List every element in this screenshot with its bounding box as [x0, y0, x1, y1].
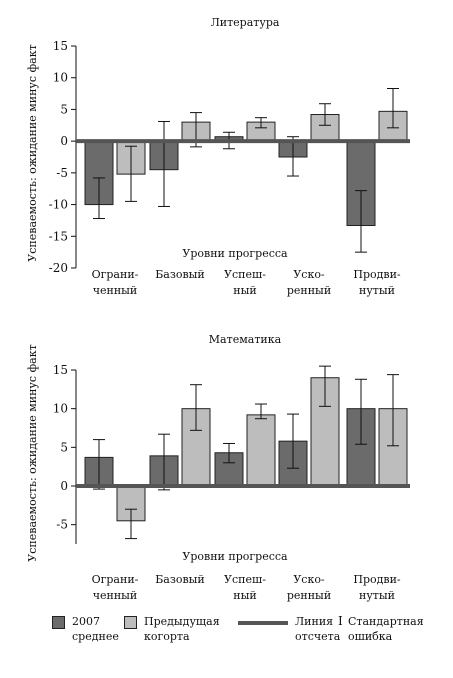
error-bar-2007-4: [287, 136, 299, 177]
category-label-line: Уско-: [293, 268, 325, 281]
category-label-5: Продви-нутый: [353, 573, 401, 602]
chart-2: Математика -5 0 5 10 15 Успеваемость: ожидание…: [26, 333, 410, 602]
category-label-line: Продви-: [353, 268, 401, 281]
category-label-line: нутый: [359, 284, 395, 297]
category-label-line: Базовый: [155, 268, 205, 281]
legend-error-icon: I: [338, 614, 343, 628]
error-bar-2007-3: [223, 442, 235, 464]
y-tick-label: -20: [49, 261, 68, 275]
error-bar-previous-cohort-1: [125, 508, 137, 540]
y-tick-label: 10: [53, 71, 68, 85]
legend-label-previous-cohort: Предыдущая когорта: [144, 615, 220, 643]
error-bar-previous-cohort-2: [190, 384, 202, 431]
category-label-line: нутый: [359, 589, 395, 602]
legend-label-2007: 2007 среднее: [72, 615, 119, 643]
error-bar-2007-4: [287, 413, 299, 469]
category-label-line: ренный: [287, 589, 331, 602]
y-tick-label: -5: [56, 166, 68, 180]
category-label-line: Ограни-: [92, 268, 139, 281]
category-label-1: Ограни-ченный: [92, 573, 139, 602]
legend-swatch-2007: [52, 616, 65, 629]
y-axis-title: Успеваемость: ожидание минус факт: [26, 344, 39, 561]
y-tick-label: -15: [49, 229, 68, 243]
error-bar-2007-1: [93, 439, 105, 490]
category-label-3: Успеш-ный: [224, 573, 266, 602]
category-label-line: Успеш-: [224, 573, 266, 586]
category-label-line: ренный: [287, 284, 331, 297]
y-tick-label: 5: [60, 102, 68, 116]
legend-label-standard-error: Стандартная ошибка: [348, 615, 424, 643]
chart-title: Литература: [211, 16, 280, 29]
error-bar-2007-5: [355, 190, 367, 253]
legend-swatch-previous-cohort: [124, 616, 137, 629]
category-label-line: ченный: [93, 284, 138, 297]
category-label-line: ченный: [93, 589, 138, 602]
error-bar-previous-cohort-3: [255, 403, 267, 420]
category-label-line: Продви-: [353, 573, 401, 586]
y-tick-label: 5: [60, 440, 68, 454]
error-bar-2007-5: [355, 378, 367, 445]
chart-1: Литература -20 -15 -10 -5 0 5 10 15 Успеваемость:…: [26, 16, 410, 297]
chart-title: Математика: [209, 333, 282, 346]
error-bar-2007-2: [158, 433, 170, 491]
category-label-1: Ограни-ченный: [92, 268, 139, 297]
x-axis-title: Уровни прогресса: [182, 550, 288, 563]
y-tick-label: -10: [49, 198, 68, 212]
error-bar-previous-cohort-5: [387, 87, 399, 129]
y-tick-label: 15: [53, 363, 68, 377]
y-tick-label: 15: [53, 39, 68, 53]
legend-baseline-line: [238, 621, 288, 625]
error-bar-previous-cohort-1: [125, 145, 137, 202]
x-axis-title: Уровни прогресса: [182, 247, 288, 260]
category-label-line: ный: [233, 284, 256, 297]
error-bar-previous-cohort-4: [319, 365, 331, 407]
category-label-4: Уско-ренный: [287, 268, 331, 297]
bar-previous-cohort-3: [246, 414, 276, 487]
category-label-3: Успеш-ный: [224, 268, 266, 297]
charts-canvas: Литература -20 -15 -10 -5 0 5 10 15 Успеваемость:…: [26, 16, 410, 602]
y-axis-title: Успеваемость: ожидание минус факт: [26, 44, 39, 261]
legend-label-baseline: Линия отсчета: [295, 615, 341, 643]
legend: 2007 среднее Предыдущая когорта Линия от…: [0, 612, 453, 678]
error-bar-2007-2: [158, 120, 170, 207]
category-label-line: ный: [233, 589, 256, 602]
error-bar-previous-cohort-3: [255, 117, 267, 129]
category-label-line: Базовый: [155, 573, 205, 586]
category-label-5: Продви-нутый: [353, 268, 401, 297]
y-tick-label: 10: [53, 402, 68, 416]
y-tick-label: 0: [60, 134, 68, 148]
error-bar-previous-cohort-5: [387, 374, 399, 447]
category-label-2: Базовый: [155, 268, 205, 281]
category-label-line: Ограни-: [92, 573, 139, 586]
category-label-2: Базовый: [155, 573, 205, 586]
category-label-4: Уско-ренный: [287, 573, 331, 602]
error-bar-previous-cohort-4: [319, 103, 331, 126]
category-label-line: Успеш-: [224, 268, 266, 281]
y-tick-label: -5: [56, 518, 68, 532]
y-tick-label: 0: [60, 479, 68, 493]
category-label-line: Уско-: [293, 573, 325, 586]
error-bar-2007-1: [93, 177, 105, 220]
